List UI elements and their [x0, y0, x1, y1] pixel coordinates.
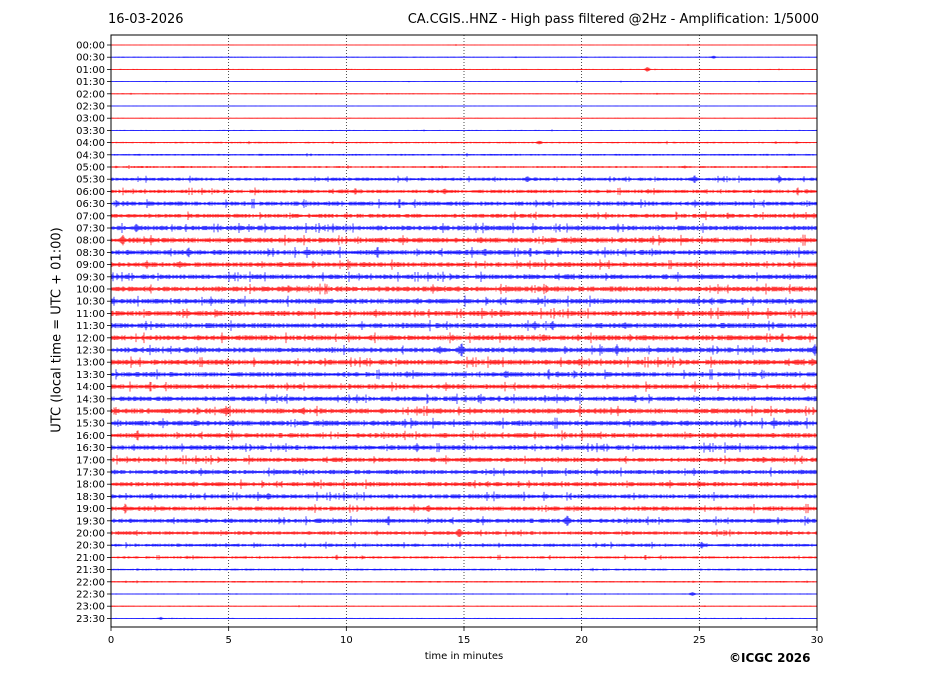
x-tick-label: 10: [340, 635, 353, 646]
y-tick-label: 21:30: [76, 565, 105, 576]
plot-frame: [110, 34, 818, 628]
y-tick-label: 03:00: [76, 114, 105, 125]
y-tick-label: 01:00: [76, 65, 105, 76]
y-tick-label: 13:00: [76, 358, 105, 369]
chart-title: CA.CGIS..HNZ - High pass filtered @2Hz -…: [407, 12, 819, 27]
y-tick-label: 10:00: [76, 285, 105, 296]
y-tick-label: 22:00: [76, 577, 105, 588]
y-tick-label: 09:30: [76, 272, 105, 283]
y-tick-label: 08:30: [76, 248, 105, 259]
copyright-label: ©ICGC 2026: [729, 651, 811, 665]
y-tick-label: 10:30: [76, 297, 105, 308]
y-tick-label: 11:00: [76, 309, 105, 320]
x-tick-label: 5: [225, 635, 231, 646]
y-tick-label: 23:30: [76, 614, 105, 625]
y-tick-label: 17:30: [76, 468, 105, 479]
y-tick-label: 18:00: [76, 480, 105, 491]
y-tick-label: 06:00: [76, 187, 105, 198]
y-tick-label: 20:00: [76, 529, 105, 540]
y-tick-label: 19:30: [76, 516, 105, 527]
date-label: 16-03-2026: [108, 12, 184, 27]
y-tick-label: 00:00: [76, 41, 105, 52]
x-tick-label: 30: [811, 635, 824, 646]
y-tick-label: 09:00: [76, 260, 105, 271]
x-tick-label: 0: [108, 635, 114, 646]
y-tick-label: 12:30: [76, 346, 105, 357]
y-tick-label: 14:30: [76, 394, 105, 405]
y-tick-label: 07:00: [76, 211, 105, 222]
traces-layer: [110, 44, 818, 620]
y-tick-label: 05:30: [76, 175, 105, 186]
y-tick-label: 23:00: [76, 602, 105, 613]
y-tick-label: 06:30: [76, 199, 105, 210]
y-tick-label: 21:00: [76, 553, 105, 564]
y-tick-label: 00:30: [76, 53, 105, 64]
x-tick-label: 25: [693, 635, 706, 646]
y-tick-label: 17:00: [76, 455, 105, 466]
y-tick-label: 02:00: [76, 89, 105, 100]
x-tick-label: 20: [575, 635, 588, 646]
y-tick-label: 03:30: [76, 126, 105, 137]
x-axis-label: time in minutes: [424, 651, 504, 662]
y-tick-label: 05:00: [76, 163, 105, 174]
y-tick-label: 07:30: [76, 224, 105, 235]
y-tick-label: 01:30: [76, 77, 105, 88]
y-tick-label: 22:30: [76, 590, 105, 601]
y-tick-label: 14:00: [76, 382, 105, 393]
y-tick-label: 16:00: [76, 431, 105, 442]
y-tick-label: 15:30: [76, 419, 105, 430]
y-tick-label: 16:30: [76, 443, 105, 454]
y-tick-label: 12:00: [76, 333, 105, 344]
y-tick-label: 18:30: [76, 492, 105, 503]
y-tick-label: 08:00: [76, 236, 105, 247]
y-tick-label: 04:30: [76, 150, 105, 161]
y-tick-label: 19:00: [76, 504, 105, 515]
y-tick-label: 02:30: [76, 102, 105, 113]
y-tick-label: 20:30: [76, 541, 105, 552]
y-tick-label: 11:30: [76, 321, 105, 332]
y-tick-label: 13:30: [76, 370, 105, 381]
x-tick-label: 15: [458, 635, 471, 646]
y-tick-label: 15:00: [76, 407, 105, 418]
y-tick-label: 04:00: [76, 138, 105, 149]
x-ticks-layer: 0 5 10 15 20 25 30: [108, 627, 824, 646]
grid-layer: [228, 35, 700, 627]
